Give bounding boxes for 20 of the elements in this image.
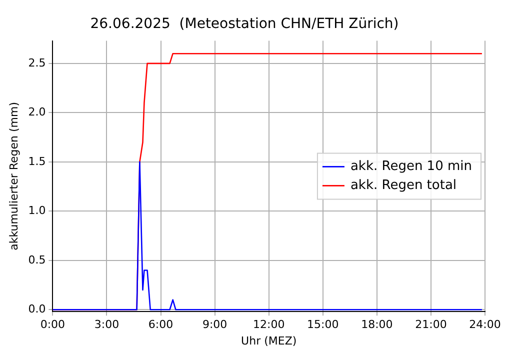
x-tick-label: 21:00 — [415, 318, 447, 332]
x-tick-label: 15:00 — [307, 318, 339, 332]
y-tick-label: 1.5 — [28, 154, 46, 168]
x-tick-label: 3:00 — [94, 318, 120, 332]
x-axis-title: Uhr (MEZ) — [241, 334, 297, 348]
x-tick-label: 12:00 — [252, 318, 285, 332]
y-tick-label: 2.5 — [28, 56, 46, 70]
y-tick-label: 2.0 — [28, 106, 46, 119]
x-tick-label: 9:00 — [202, 318, 228, 332]
y-tick-label: 1.0 — [28, 204, 46, 218]
y-axis-title: akkumulierter Regen (mm) — [7, 102, 20, 250]
x-tick-label: 18:00 — [361, 318, 393, 332]
x-tick-label: 24:00 — [469, 318, 501, 332]
chart-title: 26.06.2025 (Meteostation CHN/ETH Zürich) — [90, 16, 399, 32]
legend-label: akk. Regen 10 min — [350, 159, 472, 174]
x-tick-label: 0:00 — [40, 318, 66, 332]
x-tick-label: 6:00 — [148, 318, 174, 332]
legend-label: akk. Regen total — [350, 178, 457, 194]
y-tick-label: 0.0 — [28, 302, 46, 316]
y-tick-label: 0.5 — [28, 253, 46, 266]
